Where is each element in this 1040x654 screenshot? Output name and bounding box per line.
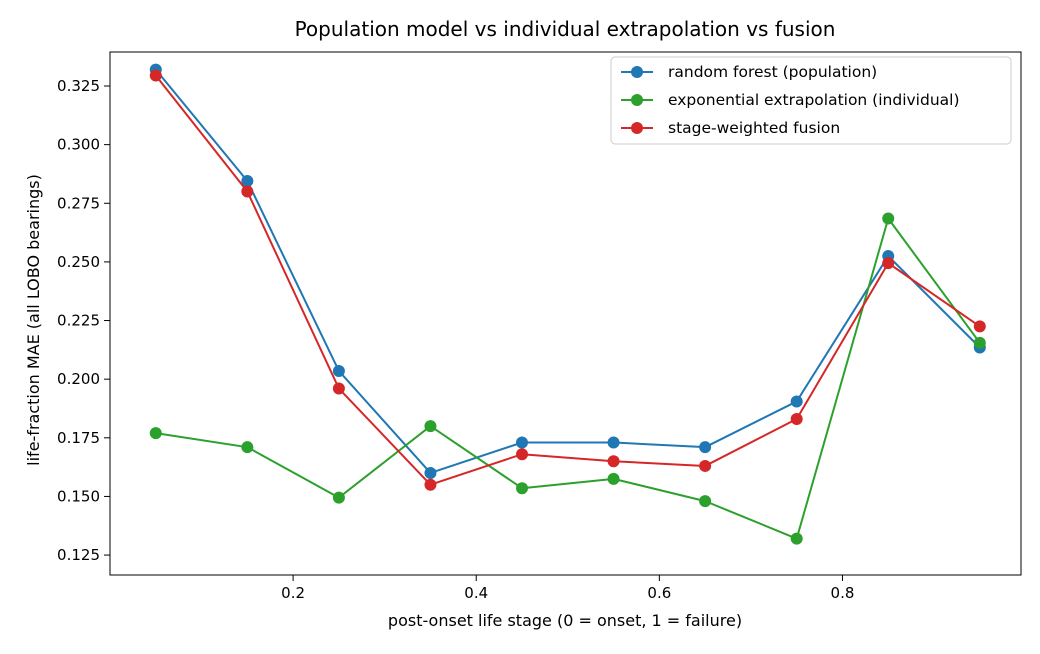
x-tick-label: 0.4 (464, 584, 488, 602)
data-point (699, 441, 712, 454)
data-point (882, 257, 895, 270)
y-tick-label: 0.250 (57, 253, 100, 271)
data-point (241, 174, 254, 187)
legend-marker (631, 94, 643, 106)
legend-marker (631, 122, 643, 134)
data-point (699, 495, 712, 508)
y-tick-label: 0.150 (57, 487, 100, 505)
data-point (516, 482, 529, 495)
y-tick-label: 0.175 (57, 429, 100, 447)
legend: random forest (population) exponential ex… (610, 56, 1012, 145)
data-point (882, 212, 895, 225)
legend-label: exponential extrapolation (individual) (668, 91, 960, 109)
series-group (149, 63, 986, 545)
data-point (790, 395, 803, 408)
legend-label: stage-weighted fusion (668, 119, 840, 137)
data-point (973, 336, 986, 349)
data-point (607, 472, 620, 485)
y-tick-label: 0.275 (57, 194, 100, 212)
data-point (607, 455, 620, 468)
data-point (149, 69, 162, 82)
legend-item: random forest (population) (621, 63, 877, 81)
data-point (699, 459, 712, 472)
plot-frame (109, 51, 1022, 576)
legend-item: stage-weighted fusion (621, 119, 840, 137)
data-point (149, 427, 162, 440)
data-point (516, 448, 529, 461)
data-point (973, 320, 986, 333)
chart-title: Population model vs individual extrapola… (295, 17, 836, 41)
y-tick-label: 0.200 (57, 370, 100, 388)
series-line (155, 68, 981, 474)
y-axis-label: life-fraction MAE (all LOBO bearings) (24, 174, 43, 466)
data-point (516, 436, 529, 449)
data-point (790, 532, 803, 545)
x-tick-label: 0.8 (831, 584, 855, 602)
data-point (607, 436, 620, 449)
data-point (332, 382, 345, 395)
data-point (332, 491, 345, 504)
legend-label: random forest (population) (668, 63, 877, 81)
series-3 (149, 69, 986, 491)
data-point (241, 185, 254, 198)
x-tick-label: 0.6 (647, 584, 671, 602)
data-point (241, 441, 254, 454)
legend-item: exponential extrapolation (individual) (621, 91, 960, 109)
series-1 (149, 63, 986, 479)
data-point (790, 413, 803, 426)
data-point (424, 478, 437, 491)
axes: 0.2 0.4 0.6 0.8 0.125 0.150 0.175 0.200 0.225 0.2… (57, 51, 1022, 602)
y-tick-label: 0.125 (57, 546, 100, 564)
y-tick-label: 0.225 (57, 312, 100, 330)
legend-marker (631, 66, 643, 78)
series-line (154, 74, 981, 486)
y-tick-label: 0.300 (57, 136, 100, 154)
data-point (332, 364, 345, 377)
data-point (424, 466, 437, 479)
series-2 (149, 212, 986, 545)
x-axis-label: post-onset life stage (0 = onset, 1 = fa… (388, 611, 742, 630)
legend-box (610, 56, 1012, 145)
series-line (155, 217, 981, 540)
y-tick-label: 0.325 (57, 77, 100, 95)
data-point (424, 420, 437, 433)
x-tick-label: 0.2 (281, 584, 305, 602)
